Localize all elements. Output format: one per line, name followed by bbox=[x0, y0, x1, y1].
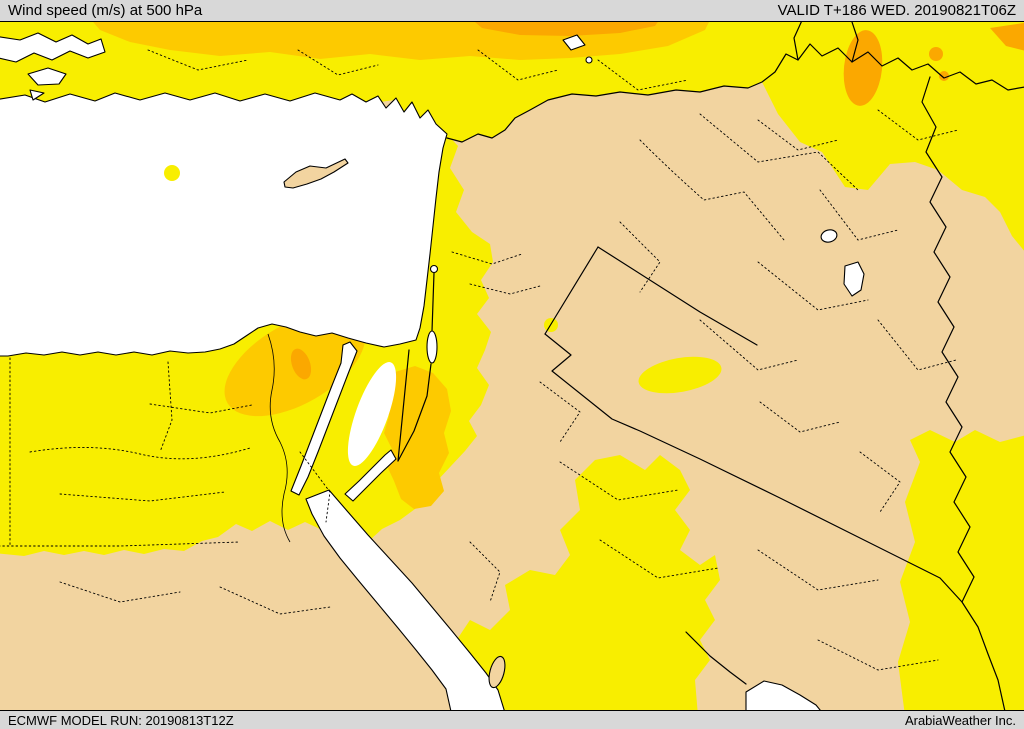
wind-speed-map bbox=[0, 22, 1024, 710]
admin-boundary-dotted bbox=[469, 283, 541, 295]
syria-iraq-border bbox=[597, 246, 758, 346]
wind-contour-stronger bbox=[475, 22, 658, 36]
iraq-lake bbox=[843, 261, 865, 297]
admin-boundary-dotted bbox=[759, 401, 841, 433]
dotted-boundary-layer bbox=[0, 49, 959, 671]
admin-boundary-dotted bbox=[59, 491, 226, 502]
jordan-river-border bbox=[431, 272, 435, 332]
admin-boundary-dotted bbox=[817, 639, 939, 671]
admin-boundary-dotted bbox=[757, 549, 879, 591]
wind-contour-stronger bbox=[290, 348, 312, 380]
admin-boundary-dotted bbox=[219, 586, 331, 615]
admin-boundary-dotted bbox=[699, 319, 799, 371]
israel-jordan-border bbox=[397, 363, 432, 462]
admin-boundary-dotted bbox=[597, 59, 689, 91]
turkey-lake bbox=[562, 34, 586, 51]
gulf-coastline bbox=[685, 631, 747, 685]
wind-contour-stronger bbox=[990, 22, 1024, 51]
wind-contour-stronger bbox=[929, 47, 943, 61]
admin-boundary-dotted bbox=[159, 361, 173, 453]
admin-boundary-dotted bbox=[451, 251, 523, 265]
admin-boundary-dotted bbox=[477, 49, 559, 81]
sea-of-galilee bbox=[429, 264, 439, 274]
wind-contour-at-sea bbox=[164, 165, 180, 181]
gulf-of-aqaba bbox=[344, 449, 397, 502]
egypt-israel-border bbox=[397, 349, 410, 462]
admin-boundary-dotted bbox=[149, 403, 253, 414]
header-bar: Wind speed (m/s) at 500 hPa VALID T+186 … bbox=[0, 0, 1024, 22]
caucasus-border bbox=[793, 22, 802, 61]
admin-boundary-dotted bbox=[297, 49, 379, 76]
admin-boundary-dotted bbox=[639, 139, 785, 241]
iran-iraq-border bbox=[921, 76, 1006, 710]
admin-boundary-dotted bbox=[699, 113, 859, 191]
caucasus-border bbox=[851, 22, 859, 63]
jordan-iraq-border bbox=[544, 246, 599, 335]
admin-boundary-dotted bbox=[29, 447, 251, 460]
admin-boundary-dotted bbox=[559, 461, 679, 501]
admin-boundary-dotted bbox=[599, 539, 719, 579]
admin-boundary-dotted bbox=[539, 381, 581, 443]
gulf-of-suez bbox=[290, 341, 358, 496]
wind-contour-strong bbox=[383, 366, 451, 509]
admin-boundary-dotted bbox=[147, 49, 249, 71]
border-layer bbox=[267, 22, 1024, 710]
valid-time-label: VALID T+186 WED. 20190821T06Z bbox=[777, 2, 1016, 19]
admin-boundary-dotted bbox=[877, 109, 959, 141]
admin-boundary-dotted bbox=[859, 451, 901, 513]
wind-contour bbox=[0, 22, 1024, 251]
dead-sea bbox=[426, 330, 438, 364]
map-title: Wind speed (m/s) at 500 hPa bbox=[8, 2, 203, 19]
iraq-lake bbox=[820, 229, 838, 243]
model-run-label: ECMWF MODEL RUN: 20190813T12Z bbox=[8, 712, 234, 728]
wind-contour bbox=[450, 455, 720, 710]
red-sea bbox=[305, 489, 505, 710]
nile-river bbox=[267, 333, 291, 543]
black-sea-inlet bbox=[29, 89, 45, 101]
admin-boundary-dotted bbox=[299, 451, 331, 523]
map-canvas bbox=[0, 22, 1024, 710]
wind-contour bbox=[898, 430, 1024, 710]
turkey-borders bbox=[446, 43, 1024, 143]
admin-boundary-dotted bbox=[619, 221, 661, 293]
wind-contour-stronger bbox=[843, 30, 883, 106]
wind-band-2-3-layer bbox=[93, 22, 1024, 509]
mediterranean-sea bbox=[0, 92, 448, 357]
red-sea-island bbox=[488, 655, 506, 689]
footer-bar: ECMWF MODEL RUN: 20190813T12Z ArabiaWeat… bbox=[0, 710, 1024, 729]
sea-layer bbox=[0, 32, 865, 710]
credit-label: ArabiaWeather Inc. bbox=[904, 712, 1016, 728]
turkey-lake bbox=[585, 56, 593, 64]
persian-gulf bbox=[745, 680, 821, 710]
black-sea-inlet bbox=[27, 67, 67, 86]
island-layer bbox=[164, 158, 506, 689]
admin-boundary-dotted bbox=[469, 541, 501, 603]
low-wind-area bbox=[347, 362, 397, 466]
saudi-border bbox=[544, 333, 963, 603]
wind-contour-stronger bbox=[939, 71, 949, 81]
wind-contour bbox=[638, 356, 722, 394]
cyprus-island bbox=[283, 158, 349, 189]
admin-boundary-dotted bbox=[757, 119, 839, 151]
admin-boundary-dotted bbox=[59, 581, 181, 603]
admin-boundary-dotted bbox=[757, 261, 869, 311]
black-sea bbox=[0, 32, 106, 63]
admin-boundary-dotted bbox=[819, 189, 899, 241]
